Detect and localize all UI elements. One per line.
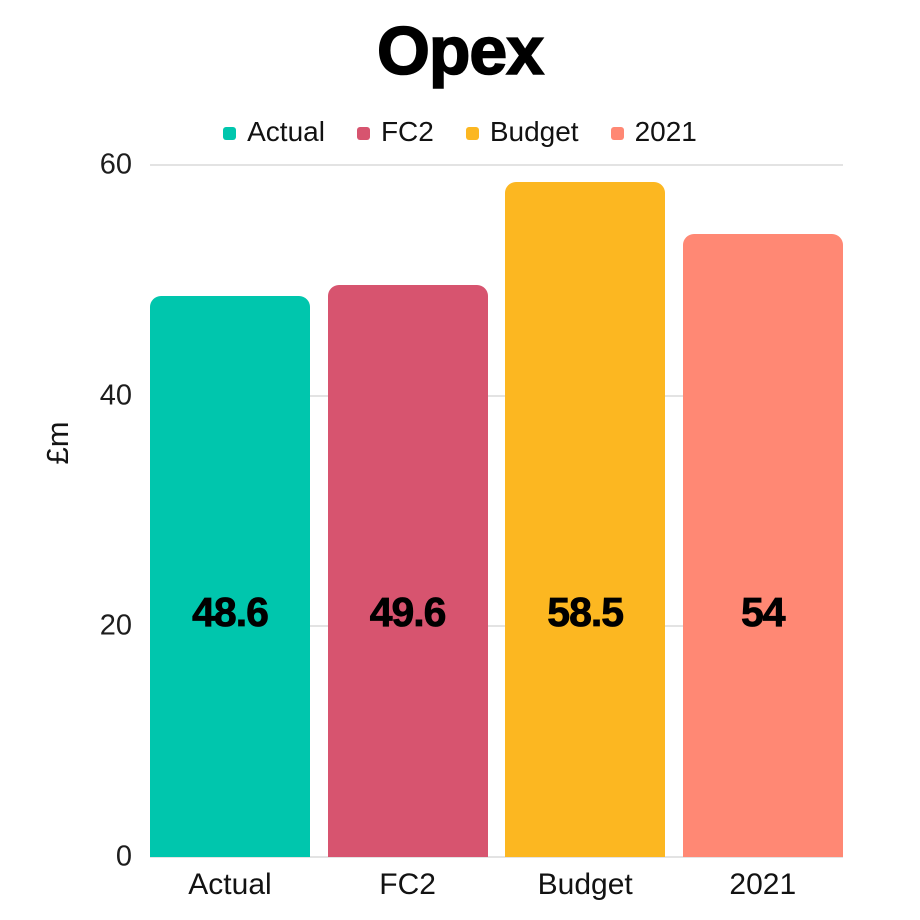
legend-item: 2021 [610,116,697,148]
legend-label: Actual [247,116,325,147]
gridlines [150,164,843,858]
bar: 48.6 [150,296,310,857]
x-axis-label: 2021 [729,868,797,901]
legend-swatch-icon [465,126,479,140]
bar-value-label: 54 [740,589,786,635]
gridline [150,856,843,858]
bar-value-label: 49.6 [369,589,447,635]
chart-title: Opex [376,12,545,90]
y-tick-label: 20 [99,609,132,642]
x-axis-label: Budget [537,868,633,901]
bar: 49.6 [327,284,488,857]
legend-swatch-icon [610,126,624,140]
plot-area: 48.6 49.6 58.5 54 [150,164,843,858]
legend-swatch-icon [223,126,237,140]
bar-value-label: 48.6 [192,589,270,635]
legend-label: 2021 [634,116,697,147]
gridline [150,625,843,628]
legend-item: Actual [223,116,325,148]
legend-label: FC2 [380,116,434,147]
gridline [150,394,843,397]
gridline [150,164,843,166]
bars: 48.6 49.6 58.5 54 [150,165,843,857]
legend-item: FC2 [356,116,434,148]
legend-label: Budget [489,116,579,147]
bar: 54 [682,234,843,857]
bar: 58.5 [505,182,666,857]
y-tick-label: 60 [99,148,132,181]
legend-item: Budget [465,116,579,148]
x-axis-labels: Actual FC2 Budget 2021 [150,868,843,902]
y-tick-label: 0 [115,840,132,873]
y-tick-label: 40 [99,379,132,412]
x-axis-label: FC2 [379,868,436,901]
legend: Actual FC2 Budget 2021 [0,116,920,148]
y-axis-ticks: 0 20 40 60 [0,149,132,873]
bar-value-label: 58.5 [547,589,625,635]
legend-swatch-icon [356,126,370,140]
x-axis-label: Actual [188,868,272,901]
